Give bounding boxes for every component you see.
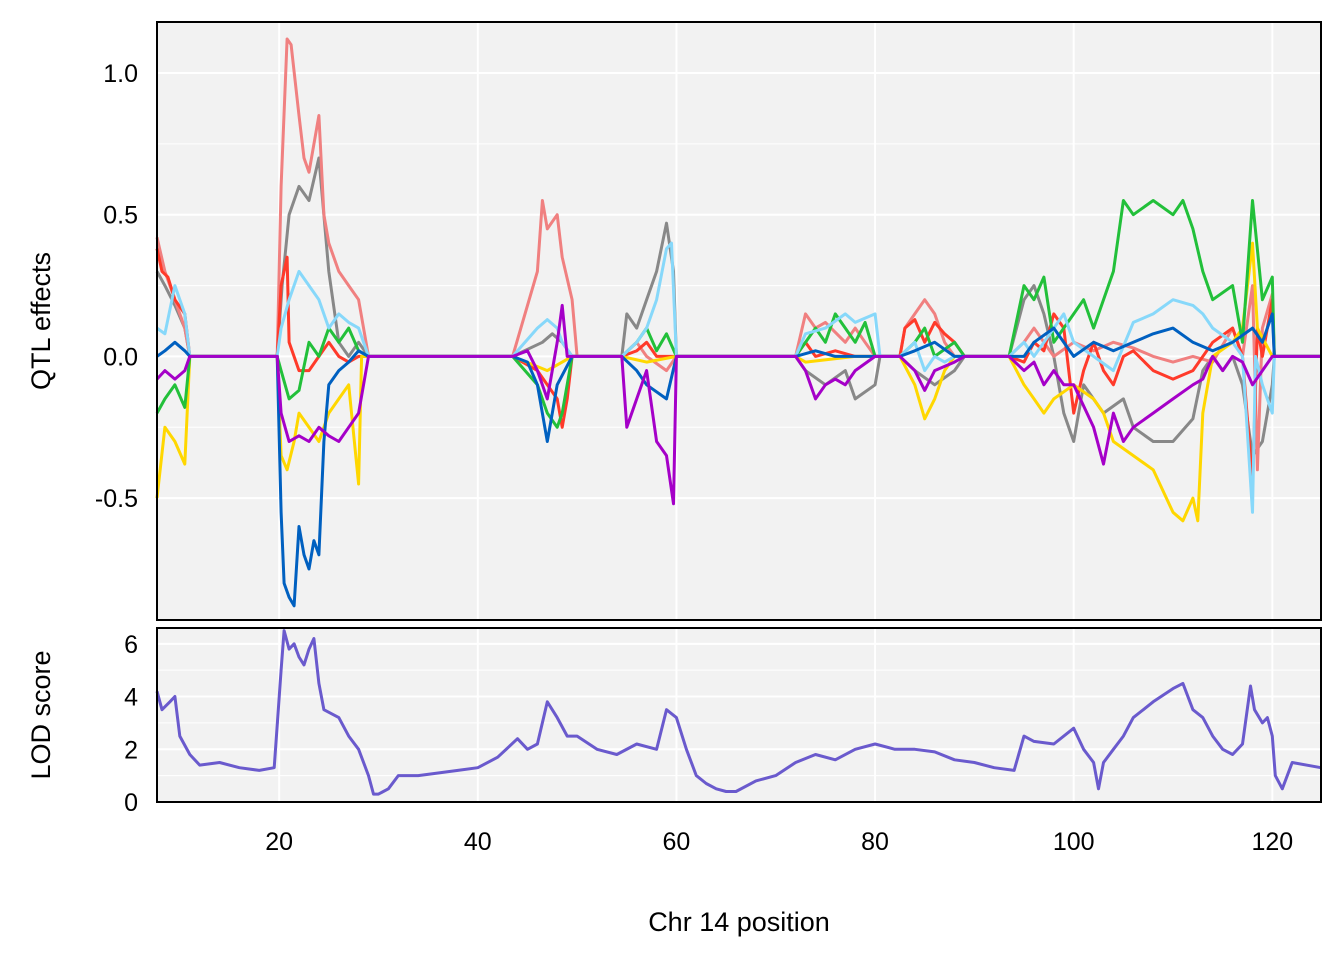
lod-y-tick-labels: 0 2 4 6	[124, 631, 138, 817]
x-tick-label: 60	[663, 828, 691, 856]
x-tick-labels: 20 40 60 80 100 120	[265, 828, 1293, 856]
lod-y-tick-label: 2	[124, 736, 138, 764]
x-tick-label: 20	[265, 828, 293, 856]
effects-y-tick-label: -0.5	[95, 485, 138, 513]
lod-series-group	[155, 629, 1322, 796]
effects-series-line-7	[155, 303, 1321, 506]
x-axis-title: Chr 14 position	[648, 907, 830, 937]
lod-frame	[156, 627, 1322, 803]
x-tick-label: 40	[464, 828, 492, 856]
effects-y-tick-label: 0.5	[103, 202, 138, 230]
lod-panel: 0 2 4 6 LOD score	[26, 627, 1322, 817]
effects-y-tick-label: 0.0	[103, 343, 138, 371]
effects-y-tick-labels: -0.5 0.0 0.5 1.0	[95, 60, 138, 513]
effects-series-line-4	[155, 199, 1321, 429]
x-tick-label: 100	[1053, 828, 1095, 856]
effects-y-tick-label: 1.0	[103, 60, 138, 88]
effects-series-line-5	[156, 241, 1321, 514]
effects-series-line-3	[155, 241, 1321, 523]
lod-y-axis-title: LOD score	[26, 650, 56, 779]
lod-y-tick-label: 6	[124, 631, 138, 659]
effects-series-line-0	[155, 156, 1321, 458]
x-tick-label: 120	[1251, 828, 1293, 856]
lod-plot-area	[157, 628, 1321, 802]
lod-y-tick-label: 0	[124, 789, 138, 817]
lod-y-tick-label: 4	[124, 684, 138, 712]
effects-y-axis-title: QTL effects	[26, 252, 56, 390]
effects-series-line-1	[155, 37, 1321, 472]
lod-series-line-0	[155, 629, 1322, 796]
effects-plot-area	[157, 22, 1321, 620]
x-tick-label: 80	[861, 828, 889, 856]
effects-panel: -0.5 0.0 0.5 1.0 QTL effects	[26, 21, 1322, 621]
effects-series-line-6	[156, 312, 1321, 608]
effects-frame	[156, 21, 1322, 621]
effects-series-group	[155, 37, 1321, 608]
